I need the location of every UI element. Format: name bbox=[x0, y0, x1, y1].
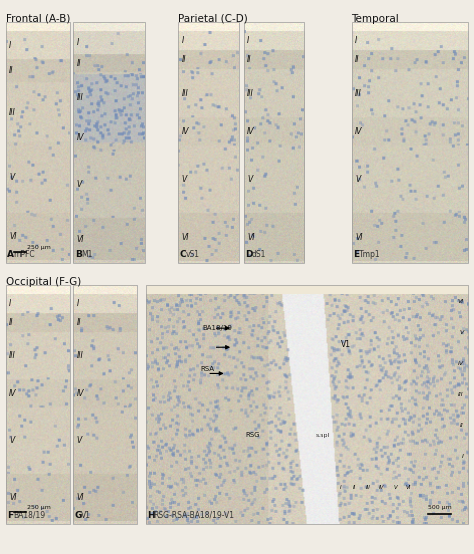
Bar bbox=[6, 22, 70, 263]
Text: V: V bbox=[355, 175, 360, 184]
Text: VI: VI bbox=[9, 493, 17, 501]
Bar bbox=[352, 22, 468, 263]
Text: VI: VI bbox=[77, 234, 84, 244]
Bar bbox=[73, 22, 145, 263]
Text: RSG-RSA-BA18/19-V1: RSG-RSA-BA18/19-V1 bbox=[154, 511, 235, 520]
Text: D: D bbox=[245, 250, 253, 259]
Text: A: A bbox=[7, 250, 14, 259]
Text: II: II bbox=[182, 55, 186, 64]
Text: IV: IV bbox=[355, 127, 363, 136]
Bar bbox=[146, 285, 468, 524]
Text: V: V bbox=[182, 175, 187, 184]
Bar bbox=[6, 285, 70, 524]
Text: IV: IV bbox=[182, 127, 189, 136]
Text: II: II bbox=[9, 319, 13, 327]
Text: III: III bbox=[182, 89, 188, 98]
Text: I: I bbox=[9, 41, 11, 50]
Text: V: V bbox=[459, 330, 464, 336]
Text: V: V bbox=[9, 436, 14, 445]
Text: II: II bbox=[77, 319, 81, 327]
Text: I: I bbox=[462, 454, 464, 459]
Text: III: III bbox=[9, 351, 16, 360]
Text: I: I bbox=[340, 485, 342, 490]
Text: M1: M1 bbox=[81, 250, 92, 259]
Text: B: B bbox=[75, 250, 82, 259]
Text: I: I bbox=[9, 299, 11, 309]
Text: III: III bbox=[77, 94, 83, 102]
Text: II: II bbox=[247, 55, 251, 64]
Text: C: C bbox=[180, 250, 186, 259]
Text: V: V bbox=[77, 436, 82, 445]
Text: 250 μm: 250 μm bbox=[27, 245, 51, 250]
Text: V: V bbox=[77, 181, 82, 189]
Text: I: I bbox=[182, 36, 184, 45]
Text: VI: VI bbox=[247, 233, 255, 242]
Text: V1: V1 bbox=[341, 340, 351, 350]
Text: V: V bbox=[393, 485, 397, 490]
Text: IV: IV bbox=[77, 389, 84, 398]
Text: s.spl: s.spl bbox=[316, 433, 330, 438]
Text: Occipital (F-G): Occipital (F-G) bbox=[6, 277, 81, 287]
Text: III: III bbox=[355, 89, 362, 98]
Text: 500 μm: 500 μm bbox=[428, 505, 451, 510]
Text: F: F bbox=[7, 511, 13, 520]
Bar bbox=[178, 22, 239, 263]
Text: VI: VI bbox=[457, 300, 464, 305]
Text: mPFC: mPFC bbox=[13, 250, 35, 259]
Text: Frontal (A-B): Frontal (A-B) bbox=[6, 14, 70, 24]
Text: I: I bbox=[247, 36, 249, 45]
Text: G: G bbox=[75, 511, 82, 520]
Text: III: III bbox=[77, 351, 83, 360]
Text: Tmp1: Tmp1 bbox=[359, 250, 381, 259]
Text: I: I bbox=[355, 36, 357, 45]
Text: I: I bbox=[77, 38, 79, 47]
Text: V: V bbox=[9, 173, 14, 182]
Text: V: V bbox=[247, 175, 252, 184]
Text: RSA: RSA bbox=[201, 366, 215, 372]
Text: IV: IV bbox=[379, 485, 384, 490]
Text: 250 μm: 250 μm bbox=[27, 505, 51, 510]
Text: VI: VI bbox=[77, 493, 84, 501]
Text: VI: VI bbox=[406, 485, 411, 490]
Text: E: E bbox=[353, 250, 359, 259]
Text: V1: V1 bbox=[81, 511, 91, 520]
Text: H: H bbox=[147, 511, 155, 520]
Text: VI: VI bbox=[182, 233, 189, 242]
Text: Parietal (C-D): Parietal (C-D) bbox=[178, 14, 247, 24]
Text: III: III bbox=[365, 485, 371, 490]
Text: VI: VI bbox=[9, 232, 17, 241]
Text: II: II bbox=[353, 485, 356, 490]
Text: I: I bbox=[77, 299, 79, 309]
Bar bbox=[244, 22, 304, 263]
Text: dS1: dS1 bbox=[251, 250, 265, 259]
Bar bbox=[73, 285, 137, 524]
Text: RSG: RSG bbox=[245, 432, 260, 438]
Text: IV: IV bbox=[247, 127, 255, 136]
Text: vS1: vS1 bbox=[186, 250, 200, 259]
Text: III: III bbox=[458, 392, 464, 397]
Text: BA18/19: BA18/19 bbox=[13, 511, 46, 520]
Text: II: II bbox=[77, 59, 81, 68]
Text: III: III bbox=[247, 89, 254, 98]
Text: II: II bbox=[9, 66, 13, 75]
Text: II: II bbox=[355, 55, 359, 64]
Text: IV: IV bbox=[457, 361, 464, 366]
Text: IV: IV bbox=[9, 389, 17, 398]
Text: VI: VI bbox=[355, 233, 363, 242]
Text: II: II bbox=[460, 423, 464, 428]
Text: III: III bbox=[9, 107, 16, 116]
Text: BA18/19: BA18/19 bbox=[202, 325, 232, 331]
Text: IV: IV bbox=[77, 133, 84, 142]
Text: Temporal: Temporal bbox=[351, 14, 399, 24]
